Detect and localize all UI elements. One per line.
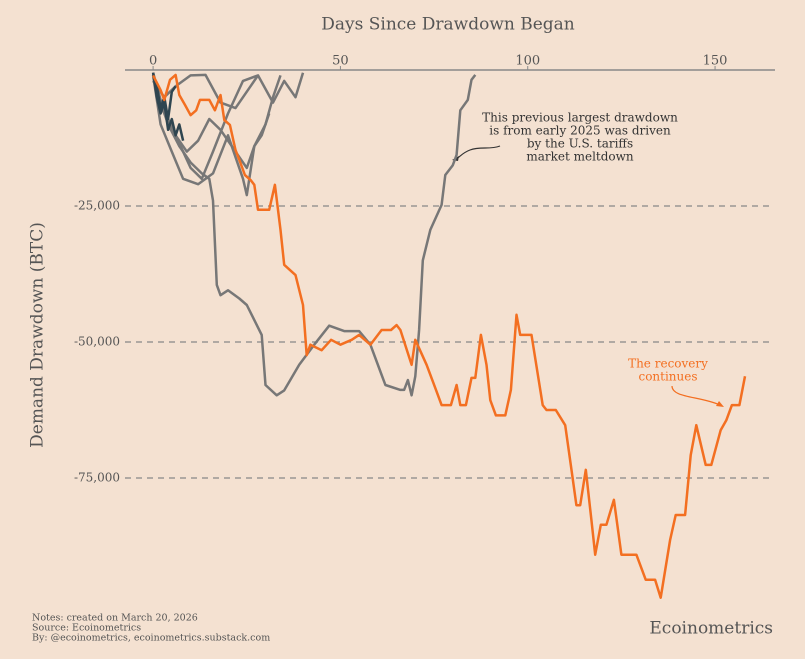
y-tick-label: -75,000 <box>74 471 120 485</box>
annotation-arrow <box>455 145 501 160</box>
annotation: market meltdown <box>526 150 634 164</box>
series-line <box>152 73 260 110</box>
note: Source: Ecoinometrics <box>32 623 141 634</box>
annotation: by the U.S. tariffs <box>527 137 633 151</box>
annotation: continues <box>638 370 697 384</box>
x-tick-label: 150 <box>703 54 728 69</box>
x-tick-label: 50 <box>332 54 349 69</box>
x-tick-label: 0 <box>149 54 157 69</box>
annotation: The recovery <box>628 357 708 371</box>
annotation-arrowhead <box>716 401 724 407</box>
note: By: @ecoinometrics, ecoinometrics.substa… <box>32 633 270 644</box>
annotation: is from early 2025 was driven <box>489 124 671 138</box>
note: Notes: created on March 20, 2026 <box>32 613 198 624</box>
x-tick-label: 100 <box>515 54 540 69</box>
brand: Ecoinometrics <box>649 619 773 639</box>
y-tick-label: -25,000 <box>74 199 120 213</box>
series-line <box>151 73 747 599</box>
annotation-arrow <box>671 385 721 406</box>
series-line <box>151 74 477 397</box>
y-axis-title: Demand Drawdown (BTC) <box>28 222 48 448</box>
annotation: This previous largest drawdown <box>482 111 678 125</box>
y-tick-label: -50,000 <box>74 335 120 349</box>
x-axis-title: Days Since Drawdown Began <box>321 15 575 35</box>
series-line <box>151 72 185 141</box>
